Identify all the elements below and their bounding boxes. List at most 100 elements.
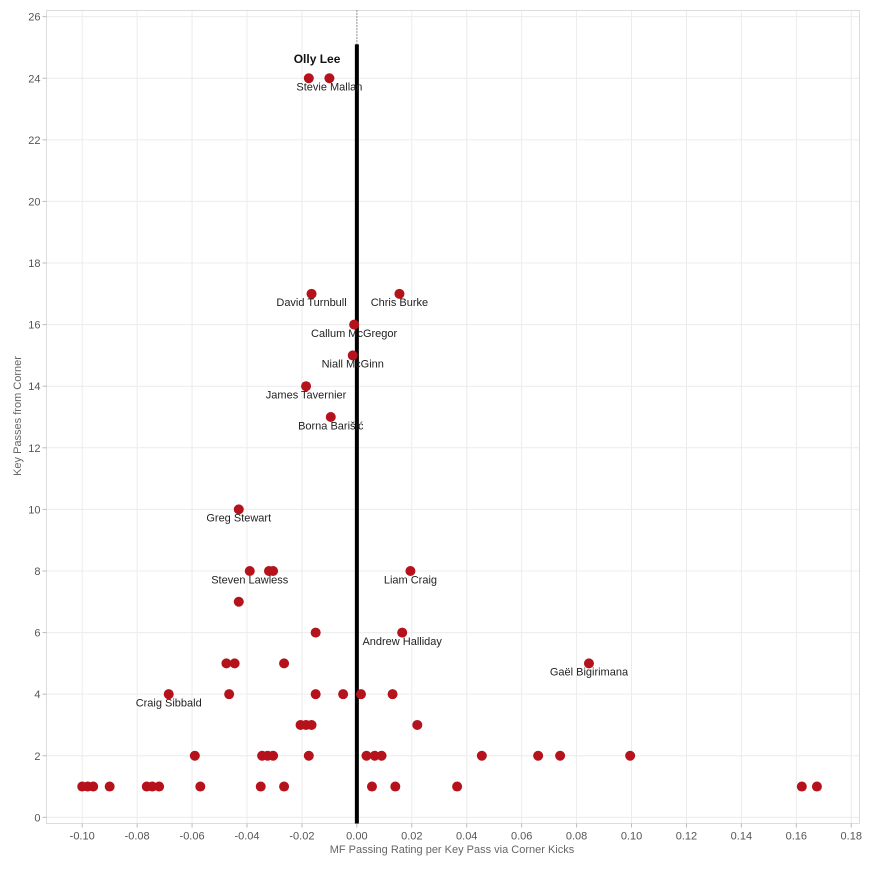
x-tick-label: 0.12 <box>676 831 697 843</box>
x-tick-label: -0.06 <box>180 831 205 843</box>
data-point[interactable] <box>279 781 290 792</box>
y-tick-label: 8 <box>34 566 40 578</box>
data-point[interactable] <box>376 750 387 761</box>
data-point[interactable] <box>387 689 398 700</box>
point-label: James Tavernier <box>266 390 347 402</box>
y-tick-label: 0 <box>34 812 40 824</box>
data-point[interactable] <box>301 381 312 392</box>
y-tick-label: 24 <box>28 73 40 85</box>
data-point[interactable] <box>625 750 636 761</box>
data-point[interactable] <box>303 750 314 761</box>
point-label: Steven Lawless <box>211 574 289 586</box>
data-point[interactable] <box>310 689 321 700</box>
y-tick-label: 6 <box>34 628 40 640</box>
data-point[interactable] <box>233 504 244 515</box>
point-label: Andrew Halliday <box>362 636 442 648</box>
data-point[interactable] <box>189 750 200 761</box>
data-point[interactable] <box>147 781 158 792</box>
data-point[interactable] <box>338 689 349 700</box>
data-point[interactable] <box>583 658 594 669</box>
x-tick-label: -0.02 <box>289 831 314 843</box>
point-label: Gaël Bigirimana <box>550 667 629 679</box>
data-point[interactable] <box>412 719 423 730</box>
x-tick-label: 0.02 <box>401 831 422 843</box>
data-point[interactable] <box>229 658 240 669</box>
data-point[interactable] <box>811 781 822 792</box>
data-point[interactable] <box>279 658 290 669</box>
x-tick-label: 0.08 <box>566 831 587 843</box>
x-tick-label: -0.08 <box>125 831 150 843</box>
point-label: Craig Sibbald <box>136 697 202 709</box>
data-point[interactable] <box>303 73 314 84</box>
x-tick-label: -0.10 <box>70 831 95 843</box>
y-axis-title: Key Passes from Corner <box>12 356 24 476</box>
point-label: Liam Craig <box>384 574 437 586</box>
data-point[interactable] <box>154 781 165 792</box>
data-point[interactable] <box>163 689 174 700</box>
x-tick-label: 0.16 <box>786 831 807 843</box>
data-point[interactable] <box>306 288 317 299</box>
data-point[interactable] <box>310 627 321 638</box>
point-label: Callum McGregor <box>311 328 398 340</box>
data-points <box>77 73 822 792</box>
data-point[interactable] <box>349 319 360 330</box>
data-point[interactable] <box>306 719 317 730</box>
data-point[interactable] <box>325 412 336 422</box>
y-tick-label: 26 <box>28 12 40 24</box>
x-tick-label: 0.06 <box>511 831 532 843</box>
data-point[interactable] <box>366 781 377 792</box>
data-point[interactable] <box>369 750 380 761</box>
point-label: Olly Lee <box>294 52 341 66</box>
point-label: Greg Stewart <box>206 513 271 525</box>
data-point[interactable] <box>394 288 405 299</box>
data-point[interactable] <box>555 750 566 761</box>
data-point[interactable] <box>796 781 807 792</box>
data-point[interactable] <box>452 781 463 792</box>
x-axis-title: MF Passing Rating per Key Pass via Corne… <box>330 844 575 856</box>
plot-frame <box>46 10 860 824</box>
data-point[interactable] <box>405 565 416 576</box>
data-point[interactable] <box>104 781 115 792</box>
y-tick-label: 4 <box>34 689 40 701</box>
data-point[interactable] <box>233 596 244 607</box>
x-tick-label: 0.04 <box>456 831 477 843</box>
data-point[interactable] <box>324 73 335 84</box>
data-point[interactable] <box>476 750 487 761</box>
data-point[interactable] <box>221 658 232 669</box>
x-axis-ticks: -0.10 -0.08 -0.06 -0.04 -0.02 0.00 0.02 0.04 0.0… <box>70 823 862 843</box>
point-label: David Turnbull <box>276 297 346 309</box>
data-point[interactable] <box>255 781 266 792</box>
y-tick-label: 14 <box>28 381 40 393</box>
x-tick-label: 0.00 <box>346 831 367 843</box>
data-point[interactable] <box>268 565 279 576</box>
y-tick-label: 2 <box>34 751 40 763</box>
data-point[interactable] <box>195 781 206 792</box>
y-tick-label: 12 <box>28 443 40 455</box>
data-point[interactable] <box>355 689 366 700</box>
point-label: Niall McGinn <box>322 359 384 371</box>
x-tick-label: 0.14 <box>731 831 752 843</box>
data-point[interactable] <box>88 781 99 792</box>
y-tick-label: 22 <box>28 135 40 147</box>
data-point[interactable] <box>347 350 358 361</box>
point-label: Chris Burke <box>371 297 428 309</box>
point-labels: Olly Lee Stevie Mallan David Turnbull Chris… <box>136 52 629 710</box>
point-label: Borna Barišić <box>298 420 364 432</box>
data-point[interactable] <box>268 750 279 761</box>
x-tick-label: 0.18 <box>841 831 862 843</box>
point-label: Stevie Mallan <box>296 82 362 94</box>
x-tick-label: 0.10 <box>621 831 642 843</box>
data-point[interactable] <box>533 750 544 761</box>
y-tick-label: 10 <box>28 504 40 516</box>
y-tick-label: 16 <box>28 320 40 332</box>
data-point[interactable] <box>390 781 401 792</box>
data-point[interactable] <box>224 689 235 700</box>
data-point[interactable] <box>361 750 372 761</box>
x-tick-label: -0.04 <box>234 831 259 843</box>
y-tick-label: 20 <box>28 196 40 208</box>
y-tick-label: 18 <box>28 258 40 270</box>
data-point[interactable] <box>397 627 408 638</box>
data-point[interactable] <box>244 565 255 576</box>
